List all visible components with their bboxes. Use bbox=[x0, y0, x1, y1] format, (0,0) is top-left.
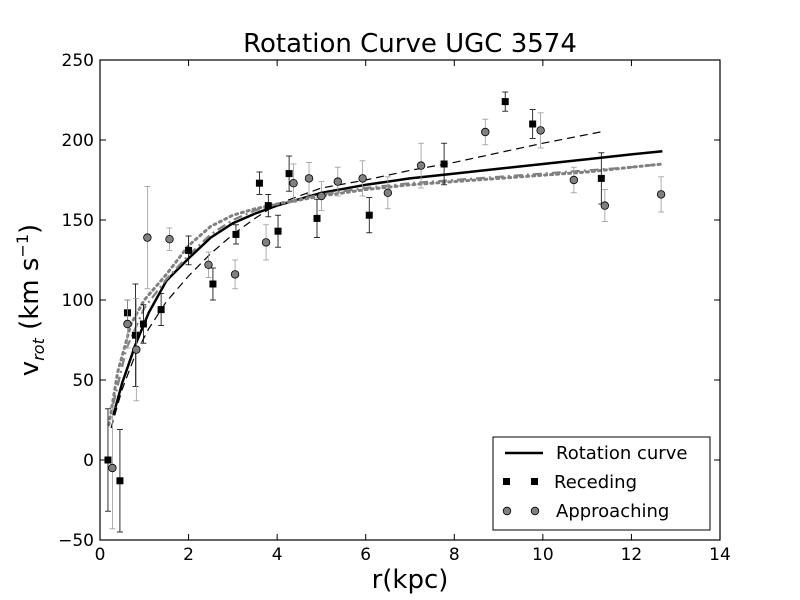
receding-point bbox=[264, 202, 272, 210]
approaching-point bbox=[569, 175, 579, 185]
series-line-rotation-curve bbox=[112, 149, 663, 416]
y-label-units: (km s bbox=[15, 258, 45, 339]
receding-point bbox=[232, 230, 240, 238]
receding-point bbox=[365, 211, 373, 219]
legend: Rotation curve Receding Approaching bbox=[492, 436, 711, 531]
receding-point bbox=[139, 320, 147, 328]
receding-point bbox=[285, 170, 293, 178]
x-tick-label: 10 bbox=[532, 545, 554, 565]
approaching-point bbox=[656, 190, 666, 199]
approaching-point bbox=[358, 174, 367, 183]
y-label-superscript: −1 bbox=[13, 234, 32, 258]
receding-point bbox=[131, 331, 139, 339]
y-tick-label: 50 bbox=[72, 371, 94, 391]
y-label-subscript: rot bbox=[29, 337, 48, 360]
approaching-point bbox=[123, 319, 132, 329]
series-line-model-dotted bbox=[107, 162, 664, 427]
approaching-point bbox=[536, 126, 545, 135]
approaching-point bbox=[261, 238, 271, 247]
y-tick-label: 250 bbox=[62, 51, 94, 71]
approaching-point bbox=[143, 233, 152, 242]
y-tick-label: −50 bbox=[58, 531, 94, 551]
x-tick-label: 2 bbox=[183, 545, 194, 565]
approaching-point bbox=[416, 161, 426, 170]
receding-point bbox=[313, 214, 321, 222]
receding-point bbox=[440, 160, 448, 168]
x-tick-label: 6 bbox=[360, 545, 371, 565]
x-tick-label: 8 bbox=[449, 545, 460, 565]
x-tick-label: 4 bbox=[272, 545, 283, 565]
receding-point bbox=[157, 306, 165, 314]
x-tick-label: 14 bbox=[709, 545, 731, 565]
receding-point bbox=[501, 98, 509, 106]
legend-label-receding: Receding bbox=[554, 472, 637, 493]
y-tick-label: 0 bbox=[83, 451, 94, 471]
approaching-point bbox=[317, 191, 326, 201]
receding-point bbox=[274, 227, 282, 235]
x-tick-label: 12 bbox=[621, 545, 643, 565]
receding-point bbox=[529, 120, 537, 128]
approaching-point bbox=[230, 270, 240, 279]
approaching-point bbox=[165, 234, 174, 244]
receding-point bbox=[104, 456, 112, 464]
y-tick-label: 150 bbox=[62, 211, 94, 231]
receding-point bbox=[116, 477, 124, 485]
x-tick-label: 0 bbox=[95, 545, 106, 565]
legend-swatch-approaching-2 bbox=[530, 506, 540, 516]
series-line-model-dashed bbox=[110, 131, 601, 429]
approaching-point bbox=[108, 463, 117, 473]
y-tick-label: 200 bbox=[62, 131, 94, 151]
y-tick-label: 100 bbox=[62, 291, 94, 311]
y-label-units-close: ) bbox=[15, 224, 45, 234]
approaching-point bbox=[600, 201, 610, 210]
legend-swatch-receding-2 bbox=[531, 478, 538, 485]
receding-point bbox=[255, 179, 263, 187]
legend-label-rotation-curve: Rotation curve bbox=[556, 443, 687, 464]
receding-point bbox=[209, 280, 217, 288]
legend-label-approaching: Approaching bbox=[556, 501, 669, 522]
receding-point bbox=[597, 174, 605, 182]
approaching-point bbox=[132, 345, 141, 354]
series-layer bbox=[104, 91, 666, 533]
approaching-point bbox=[481, 127, 490, 137]
legend-swatch-receding-1 bbox=[503, 478, 510, 485]
y-label-prefix: v bbox=[15, 361, 45, 376]
chart-title: Rotation Curve UGC 3574 bbox=[243, 29, 577, 59]
approaching-point bbox=[204, 260, 213, 269]
receding-point bbox=[185, 246, 193, 254]
approaching-point bbox=[383, 188, 393, 197]
plot-frame bbox=[99, 59, 721, 541]
x-axis-label: r(kpc) bbox=[372, 565, 449, 595]
legend-swatch-approaching-1 bbox=[502, 506, 512, 516]
approaching-point bbox=[289, 178, 298, 188]
y-axis-label: vrot (km s−1) bbox=[13, 224, 48, 376]
approaching-point bbox=[304, 174, 314, 183]
approaching-point bbox=[333, 177, 343, 186]
